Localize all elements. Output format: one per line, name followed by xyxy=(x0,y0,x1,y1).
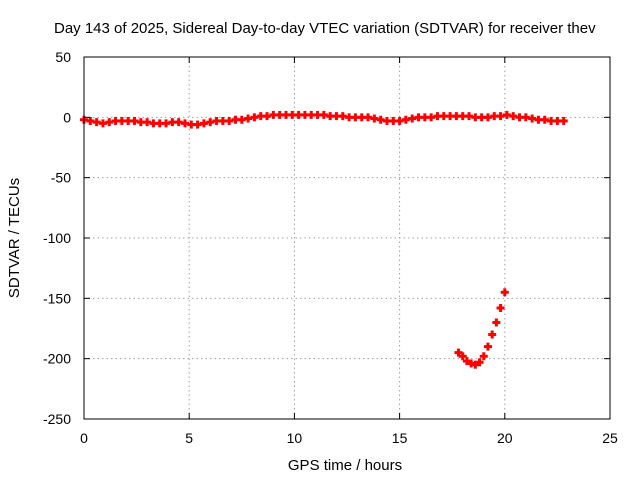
x-tick-label: 0 xyxy=(80,430,88,446)
data-point xyxy=(496,303,505,312)
x-tick-label: 20 xyxy=(497,430,513,446)
data-point xyxy=(458,352,467,361)
x-tick-label: 10 xyxy=(287,430,303,446)
x-axis-label: GPS time / hours xyxy=(288,457,402,474)
data-point xyxy=(492,318,501,327)
data-point xyxy=(483,342,492,351)
data-point xyxy=(471,360,480,369)
data-point xyxy=(488,330,497,339)
grid xyxy=(84,57,610,419)
y-tick-label: -200 xyxy=(43,351,71,367)
axes: 0 5 10 15 20 25 -250 -200 -150 -100 -50 0 50 xyxy=(43,49,618,446)
y-tick-label: -250 xyxy=(43,411,71,427)
data-point xyxy=(500,288,509,297)
y-tick-label: -150 xyxy=(43,290,71,306)
data-point xyxy=(462,357,471,366)
chart-title: Day 143 of 2025, Sidereal Day-to-day VTE… xyxy=(54,20,596,37)
x-tick-label: 5 xyxy=(185,430,193,446)
y-tick-label: 0 xyxy=(63,109,71,125)
data-point xyxy=(559,116,568,125)
y-tick-label: -50 xyxy=(51,170,71,186)
data-point xyxy=(475,358,484,367)
y-tick-label: -100 xyxy=(43,230,71,246)
data-points xyxy=(80,110,568,369)
data-point xyxy=(454,348,463,357)
data-point xyxy=(479,352,488,361)
y-axis-label: SDTVAR / TECUs xyxy=(6,178,23,298)
y-tick-label: 50 xyxy=(55,49,71,65)
x-tick-label: 15 xyxy=(392,430,408,446)
x-tick-label: 25 xyxy=(602,430,618,446)
plot-frame xyxy=(83,56,611,420)
